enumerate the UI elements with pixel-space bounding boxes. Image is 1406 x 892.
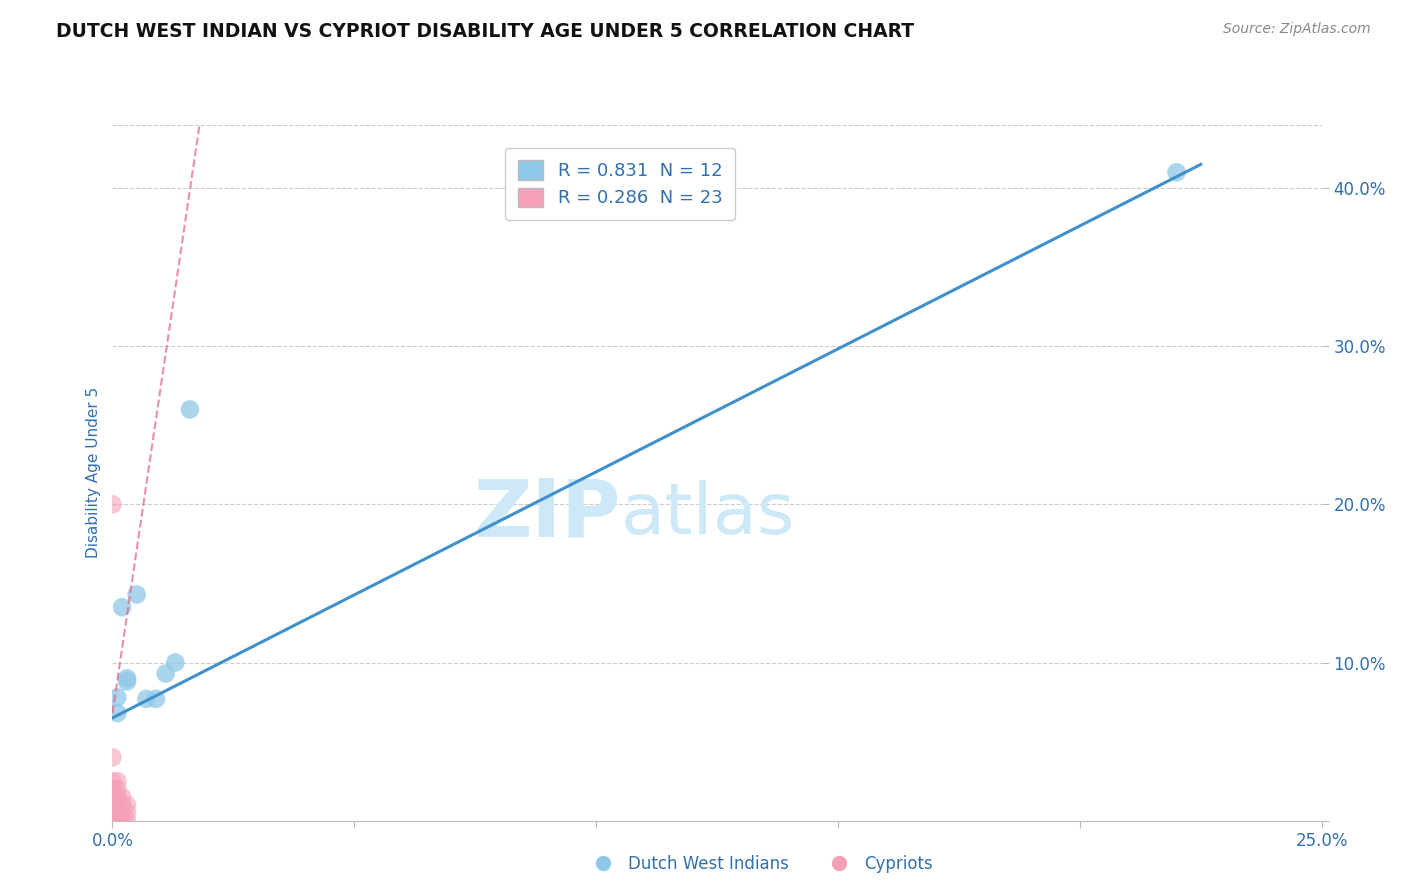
Point <box>111 805 134 820</box>
Point <box>115 814 138 828</box>
Point <box>101 774 124 789</box>
Point <box>111 797 134 812</box>
Point <box>105 797 128 812</box>
Point <box>115 797 138 812</box>
Point <box>105 782 128 797</box>
Point <box>111 600 134 615</box>
Point <box>101 750 124 764</box>
Point <box>165 656 187 670</box>
Point <box>179 402 201 417</box>
Point <box>105 814 128 828</box>
Point <box>155 666 177 681</box>
Point <box>115 671 138 685</box>
Point <box>101 805 124 820</box>
Text: Source: ZipAtlas.com: Source: ZipAtlas.com <box>1223 22 1371 37</box>
Point <box>105 706 128 720</box>
Point <box>111 814 134 828</box>
Text: atlas: atlas <box>620 480 794 549</box>
Point <box>1166 165 1188 179</box>
Point <box>101 497 124 511</box>
Point <box>101 797 124 812</box>
Point <box>101 789 124 804</box>
Point <box>105 805 128 820</box>
Point <box>135 692 157 706</box>
Point <box>115 674 138 689</box>
Point <box>101 782 124 797</box>
Point <box>101 814 124 828</box>
Point <box>111 789 134 804</box>
Y-axis label: Disability Age Under 5: Disability Age Under 5 <box>86 387 101 558</box>
Point <box>105 789 128 804</box>
Text: DUTCH WEST INDIAN VS CYPRIOT DISABILITY AGE UNDER 5 CORRELATION CHART: DUTCH WEST INDIAN VS CYPRIOT DISABILITY … <box>56 22 914 41</box>
Point <box>101 801 124 815</box>
Point <box>115 805 138 820</box>
Point <box>101 814 124 828</box>
Point <box>125 587 148 601</box>
Point <box>145 692 167 706</box>
Legend: R = 0.831  N = 12, R = 0.286  N = 23: R = 0.831 N = 12, R = 0.286 N = 23 <box>505 148 735 220</box>
Point <box>105 774 128 789</box>
Text: ZIP: ZIP <box>472 475 620 554</box>
Point <box>105 690 128 705</box>
Legend: Dutch West Indians, Cypriots: Dutch West Indians, Cypriots <box>579 848 939 880</box>
Point <box>101 814 124 828</box>
